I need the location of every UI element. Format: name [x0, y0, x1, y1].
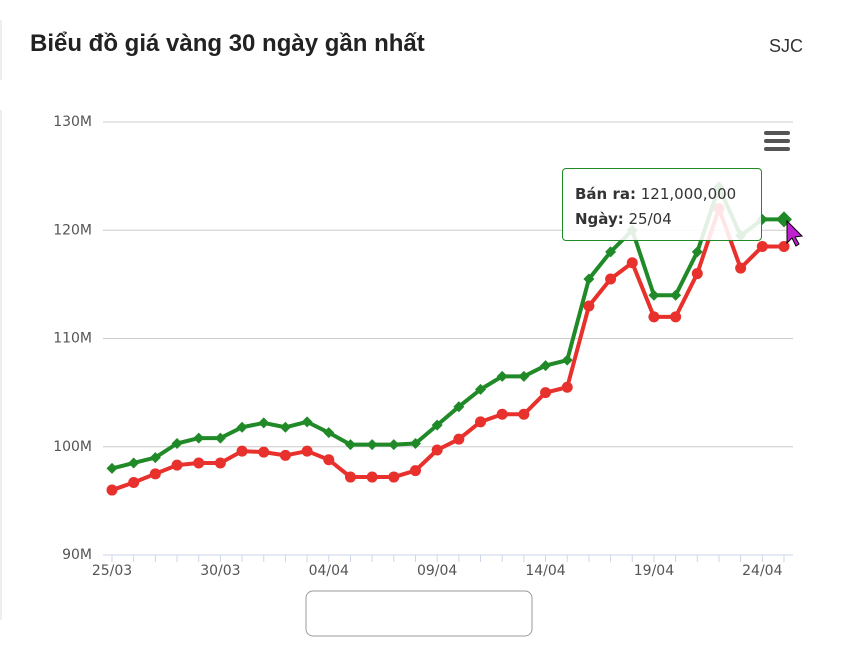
menu-bar [764, 147, 790, 151]
point [431, 444, 443, 456]
point [388, 471, 400, 483]
point [193, 432, 205, 444]
point [388, 439, 400, 451]
menu-icon[interactable] [764, 131, 790, 151]
point [366, 471, 378, 483]
point [106, 484, 118, 496]
y-tick-label: 110M [53, 331, 92, 347]
point [128, 457, 140, 469]
legend-box [305, 590, 533, 637]
y-tick-label: 90M [62, 547, 92, 563]
point [323, 454, 335, 466]
y-tick-label: 120M [53, 222, 92, 238]
point [496, 408, 508, 420]
point [691, 268, 703, 280]
point [214, 432, 226, 444]
point [626, 257, 638, 269]
series-line [111, 206, 784, 492]
point [540, 387, 552, 399]
point [756, 240, 768, 252]
point [236, 445, 248, 457]
point [193, 457, 205, 469]
point [583, 273, 595, 285]
point [171, 459, 183, 471]
tooltip-date-label: Ngày [575, 210, 624, 228]
point [691, 246, 703, 258]
point [214, 457, 226, 469]
point [258, 446, 270, 458]
point [605, 273, 617, 285]
point [540, 360, 552, 372]
point [171, 438, 183, 450]
point [778, 240, 790, 252]
chart-title: Biểu đồ giá vàng 30 ngày gần nhất [30, 30, 425, 57]
point [344, 439, 356, 451]
point [561, 381, 573, 393]
point [323, 427, 335, 439]
tooltip: Bán ra 121,000,000 Ngày 25/04 [562, 168, 762, 241]
menu-bar [764, 131, 790, 135]
point [670, 289, 682, 301]
point [258, 417, 270, 429]
brand: SJC [769, 36, 804, 56]
point [431, 419, 443, 431]
point [344, 471, 356, 483]
y-tick-label: 130M [53, 114, 92, 130]
x-tick-label: 19/04 [634, 563, 674, 579]
x-tick-label: 25/03 [92, 563, 132, 579]
point [670, 311, 682, 323]
x-tick-label: 24/04 [742, 563, 782, 579]
tooltip-row: Bán ra 121,000,000 [575, 182, 761, 207]
point [301, 445, 313, 457]
tooltip-series: Bán ra [575, 185, 636, 203]
point [475, 383, 487, 395]
tooltip-date: 25/04 [628, 210, 672, 228]
point [409, 465, 421, 477]
point [735, 262, 747, 274]
point [496, 370, 508, 382]
point [106, 462, 118, 474]
point [149, 452, 161, 464]
point [279, 421, 291, 433]
point [518, 370, 530, 382]
point [518, 408, 530, 420]
point [583, 300, 595, 312]
point [561, 354, 573, 366]
point [409, 438, 421, 450]
point [475, 416, 487, 428]
point [301, 416, 313, 428]
edge [0, 110, 2, 620]
point [776, 211, 792, 228]
y-tick-label: 100M [53, 439, 92, 455]
menu-bar [764, 139, 790, 143]
tooltip-row: Ngày 25/04 [575, 207, 761, 232]
x-tick-label: 14/04 [525, 563, 565, 579]
point [149, 468, 161, 480]
x-tick-label: 04/04 [309, 563, 349, 579]
point [453, 401, 465, 413]
point [605, 246, 617, 258]
point [128, 476, 140, 488]
point [236, 421, 248, 433]
point [279, 449, 291, 461]
x-tick-label: 09/04 [417, 563, 457, 579]
tooltip-value: 121,000,000 [640, 185, 737, 203]
point [648, 311, 660, 323]
point [453, 433, 465, 445]
x-tick-label: 30/03 [200, 563, 240, 579]
point [366, 439, 378, 451]
point [648, 289, 660, 301]
edge [0, 20, 2, 80]
